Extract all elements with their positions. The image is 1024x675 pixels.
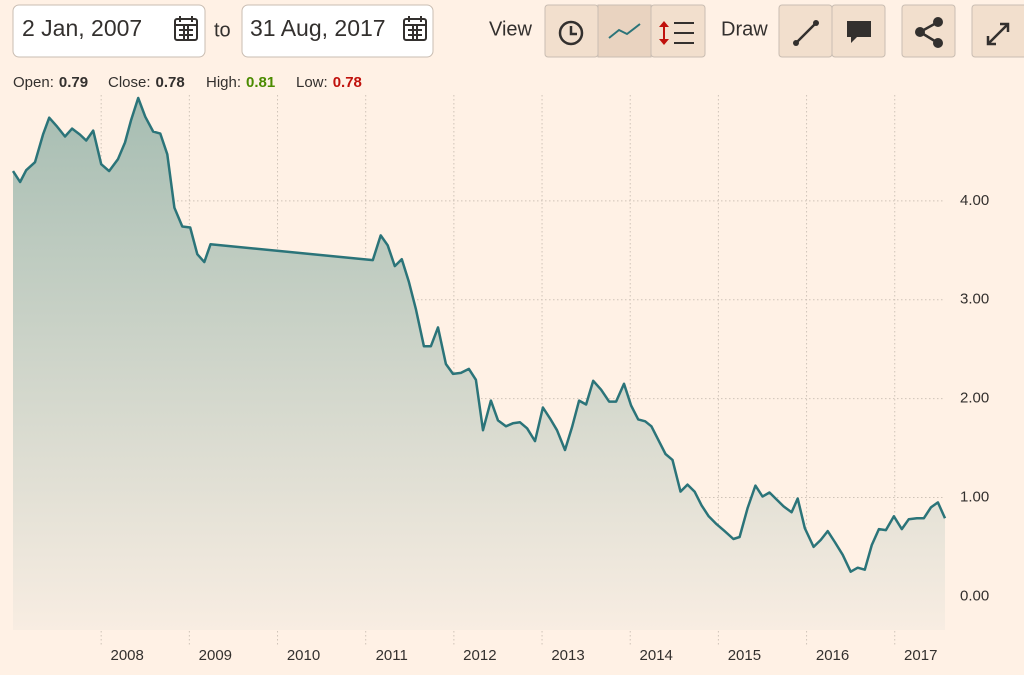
comment-icon: [847, 21, 871, 43]
ohlc-label: Close:: [108, 74, 151, 91]
plot-area: 0.00 1.00 2.00 3.00 4.00 2008 2009 2010 2011 2012…: [11, 95, 989, 664]
line-tool-button[interactable]: [778, 4, 833, 58]
ohlc-item: High: 0.81: [206, 74, 275, 91]
ohlc-label: Low:: [296, 74, 328, 91]
line-icon: [608, 23, 641, 39]
to-date: 31 Aug, 2017: [250, 15, 386, 41]
y-tick-label: 2.00: [960, 390, 989, 407]
x-tick-label: 2013: [551, 647, 584, 664]
y-tick-label: 0.00: [960, 587, 989, 604]
scale-button[interactable]: [650, 4, 706, 58]
x-tick-label: 2011: [376, 647, 408, 664]
ohlc-label: Open:: [13, 74, 54, 91]
y-tick-label: 1.00: [960, 488, 989, 505]
ohlc-label: High:: [206, 74, 241, 91]
x-tick-label: 2017: [904, 647, 937, 664]
view-label: View: [489, 18, 533, 40]
price-line: [11, 96, 947, 573]
x-tick-label: 2010: [287, 647, 320, 664]
share-button[interactable]: [901, 4, 956, 58]
share-icon: [915, 17, 943, 48]
calendar-icon[interactable]: [403, 16, 427, 41]
ohlc-readout: Open: 0.79 Close: 0.78 High: 0.81 Low: 0.78: [13, 74, 362, 91]
expand-icon: [986, 22, 1010, 46]
x-tick-label: 2015: [728, 647, 761, 664]
ohlc-item: Low: 0.78: [296, 74, 362, 91]
ohlc-value: 0.78: [156, 74, 185, 91]
x-tick-label: 2016: [816, 647, 849, 664]
x-tick-label: 2009: [199, 647, 232, 664]
to-label: to: [214, 19, 231, 41]
toolbar: 2 Jan, 2007 to 31 Aug, 2017 View Draw: [12, 4, 1024, 58]
y-tick-label: 4.00: [960, 192, 989, 209]
x-tick-label: 2012: [463, 647, 496, 664]
scale-icon: [659, 21, 694, 45]
x-tick-label: 2014: [640, 647, 673, 664]
clock-icon: [558, 20, 584, 46]
line-chart-button[interactable]: [597, 4, 652, 58]
from-date-input[interactable]: [12, 4, 206, 58]
draw-label: Draw: [721, 18, 768, 40]
fullscreen-button[interactable]: [971, 4, 1024, 58]
ohlc-value: 0.81: [246, 74, 275, 91]
x-tick-label: 2008: [110, 647, 143, 664]
ohlc-item: Open: 0.79: [13, 74, 88, 91]
area-fill: [13, 98, 945, 630]
from-date: 2 Jan, 2007: [22, 15, 142, 41]
ohlc-value: 0.78: [333, 74, 362, 91]
y-tick-label: 3.00: [960, 291, 989, 308]
line-tool-icon: [793, 20, 819, 46]
calendar-icon[interactable]: [174, 16, 198, 41]
ohlc-value: 0.79: [59, 74, 88, 91]
to-date-input[interactable]: [241, 4, 434, 58]
ohlc-item: Close: 0.78: [108, 74, 185, 91]
